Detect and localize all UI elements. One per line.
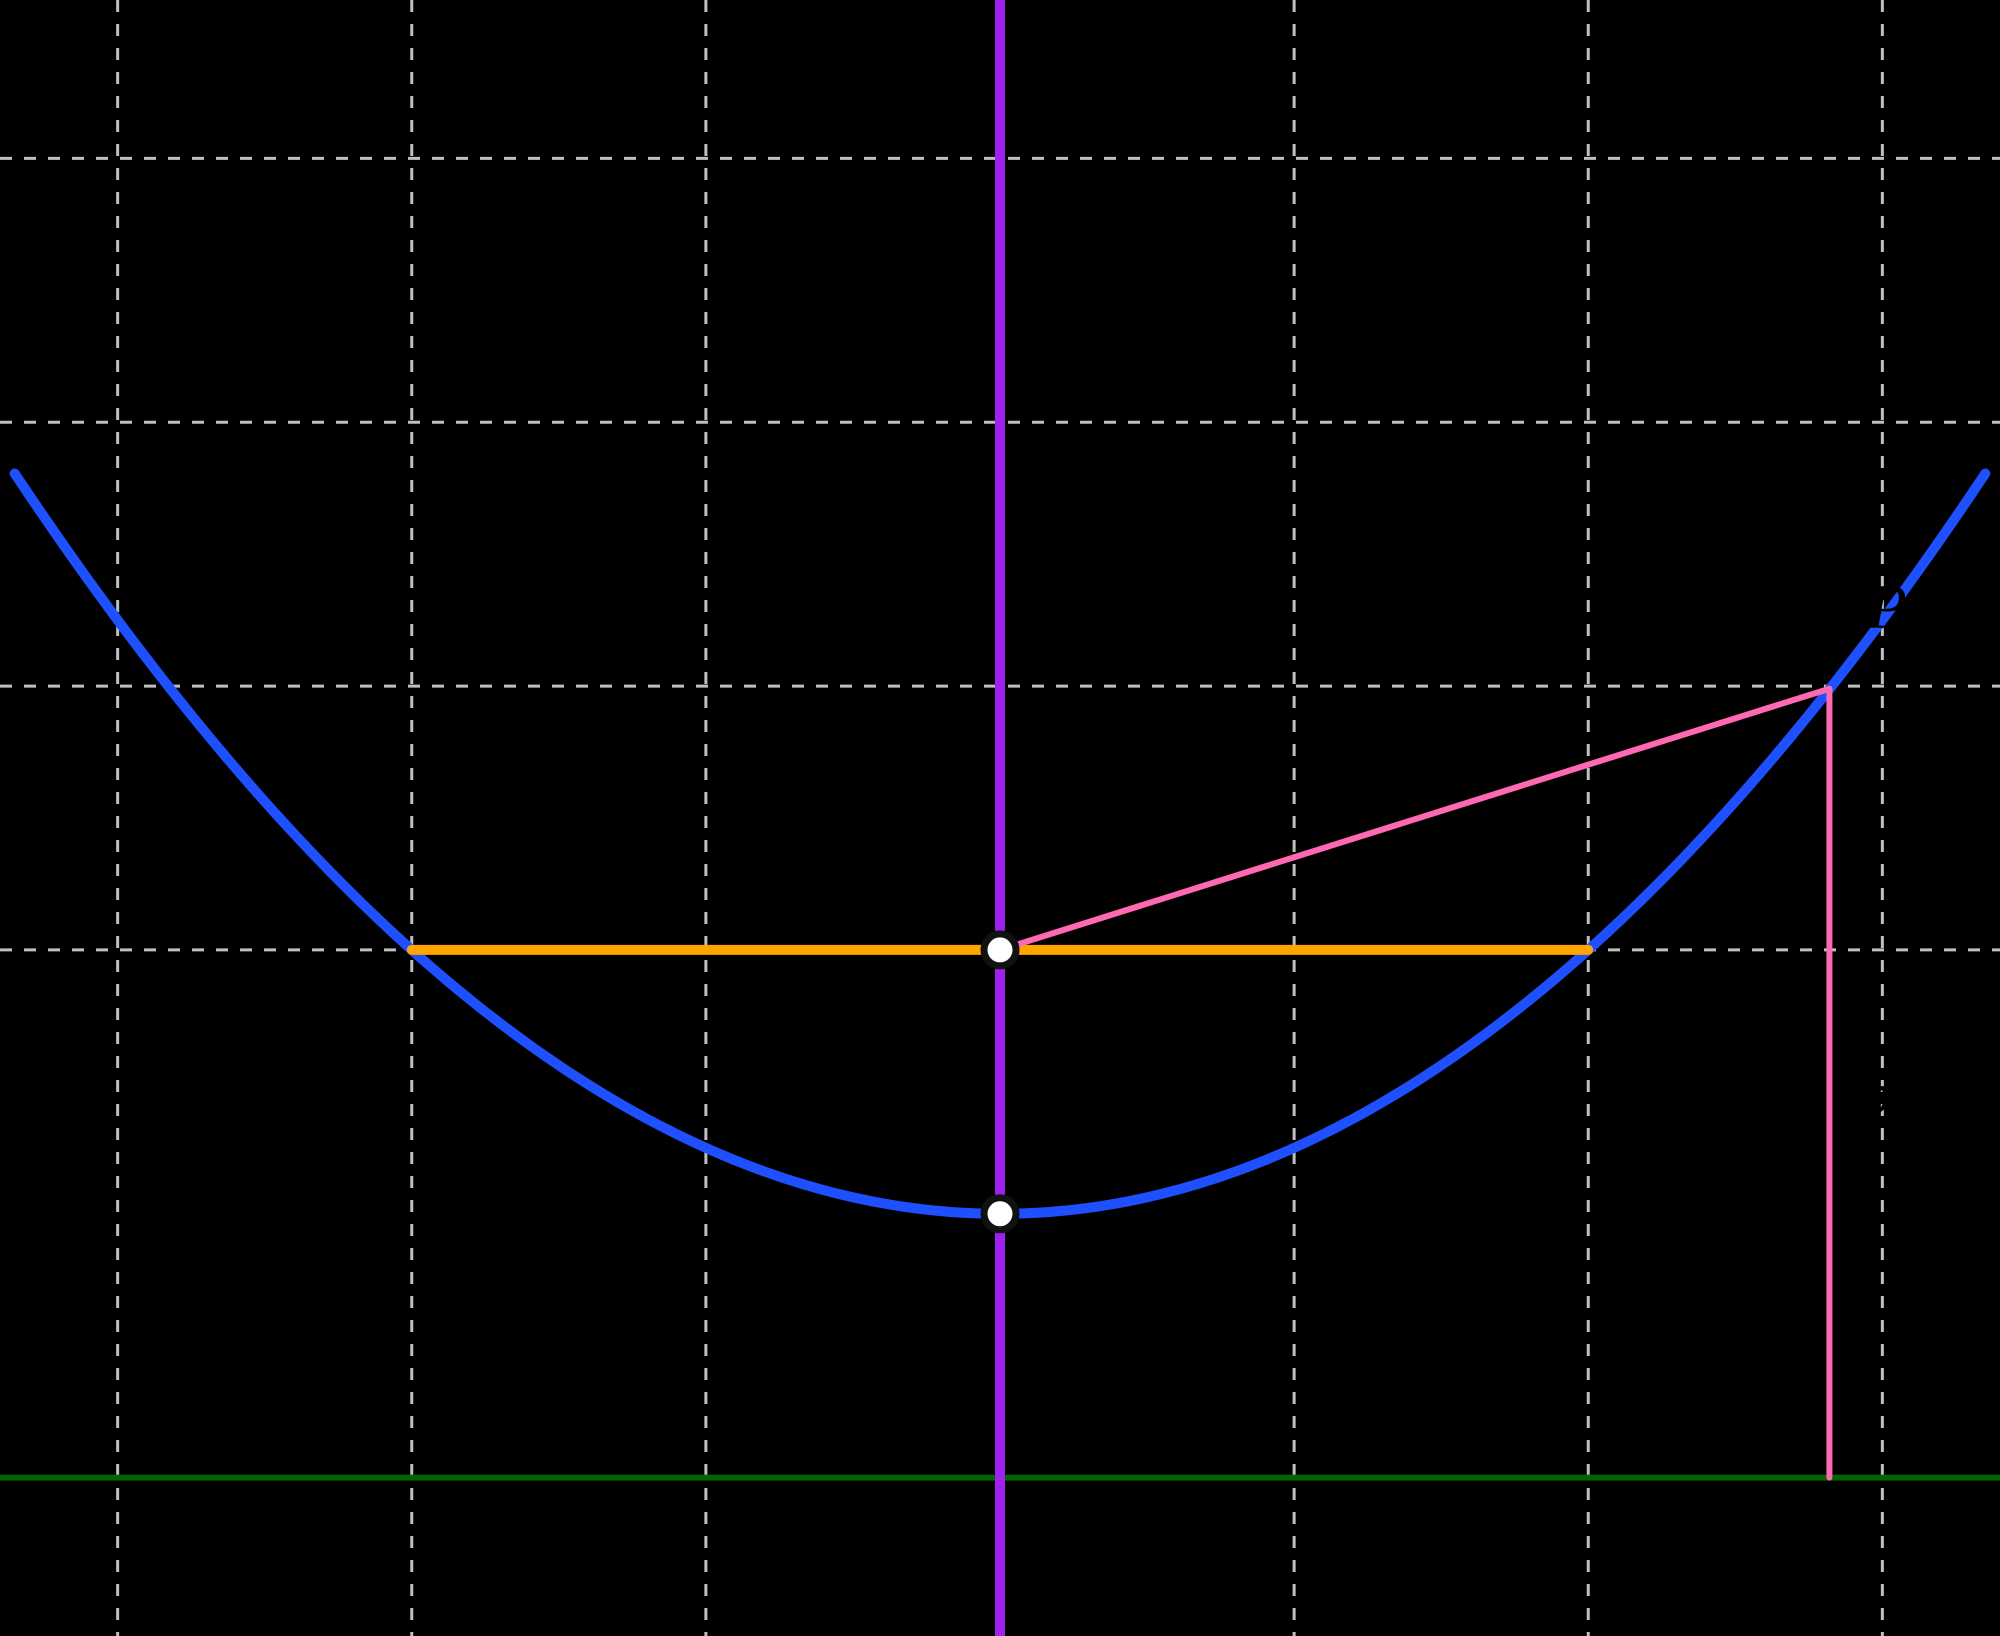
- parabola-chart: F V L Q Pp p: [0, 0, 2000, 1636]
- label-L: L: [23, 1320, 60, 1391]
- label-p_upper: p: [1402, 708, 1435, 773]
- label-Q: Q: [1788, 1505, 1834, 1576]
- label-p_lower: p: [1858, 1062, 1891, 1127]
- label-P: P: [1867, 571, 1907, 642]
- focus-point: [984, 934, 1016, 966]
- label-V: V: [918, 1215, 964, 1286]
- label-F: F: [1023, 835, 1064, 906]
- vertex-point: [984, 1198, 1016, 1230]
